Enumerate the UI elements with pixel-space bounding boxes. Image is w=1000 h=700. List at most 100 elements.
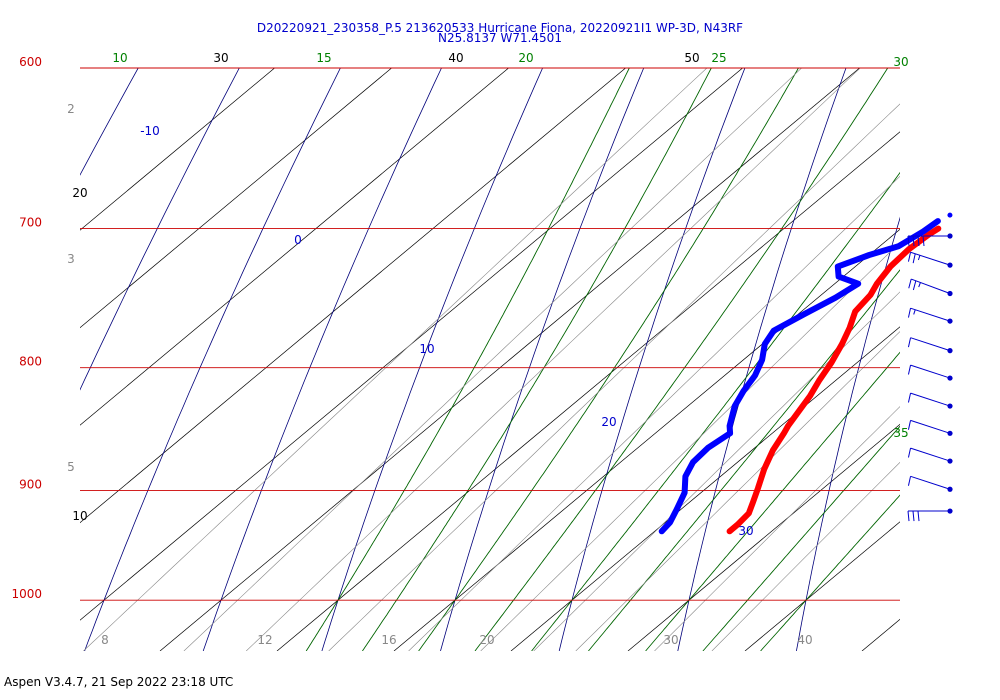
moist-adiabat-line bbox=[645, 351, 900, 651]
mixing-ratio-line bbox=[83, 68, 708, 651]
wind-barb-staff bbox=[910, 475, 951, 490]
chart-subtitle: N25.8137 W71.4501 bbox=[438, 31, 562, 45]
wind-barb-staff bbox=[911, 278, 951, 294]
pressure-tick-label: 600 bbox=[19, 55, 42, 69]
moist-adiabat-label: 20 bbox=[518, 51, 533, 65]
isotherm-line bbox=[276, 131, 900, 651]
dry-adiabat-line bbox=[915, 68, 1000, 651]
wind-barb-staff bbox=[910, 307, 951, 322]
chart-title: D20220921_230358_P.5 213620533 Hurricane… bbox=[256, 21, 744, 35]
wind-barb bbox=[907, 508, 953, 522]
isotherm-label: 50 bbox=[684, 51, 699, 65]
mixing-ratio-line bbox=[245, 68, 861, 651]
moist-adiabat-line bbox=[760, 494, 900, 651]
moist-adiabat-line bbox=[531, 171, 900, 651]
dry-adiabat-line bbox=[202, 68, 442, 651]
wind-barb-station bbox=[947, 375, 953, 381]
wind-barb-flag bbox=[907, 420, 912, 430]
isotherm-line bbox=[80, 68, 275, 231]
isotherm-line bbox=[159, 68, 860, 651]
wind-barb bbox=[907, 307, 953, 324]
wind-barb-flag bbox=[922, 235, 925, 247]
mixing-ratio-line bbox=[408, 175, 900, 651]
mixing-ratio-line bbox=[711, 461, 900, 651]
mixing-ratio-line bbox=[654, 406, 900, 651]
isotherm-label: 10 bbox=[72, 509, 87, 523]
wind-barb-half-flag bbox=[918, 282, 921, 288]
wind-barb-flag bbox=[907, 252, 912, 262]
wind-barb bbox=[907, 475, 953, 492]
isotherm-label: 40 bbox=[448, 51, 463, 65]
wind-barb-half-flag bbox=[917, 255, 921, 261]
wind-barb-staff bbox=[910, 392, 951, 407]
wind-barb bbox=[907, 251, 953, 268]
wind-barb-flag bbox=[912, 510, 915, 522]
mixing-ratio-label: 16 bbox=[381, 633, 396, 647]
wind-barb-station bbox=[947, 318, 953, 324]
wind-barb-flag bbox=[907, 365, 912, 375]
mixing-ratio-label: 2 bbox=[67, 102, 75, 116]
moist-adiabat-label: 10 bbox=[112, 51, 127, 65]
moist-adiabat-label: 15 bbox=[316, 51, 331, 65]
mixing-ratio-label: 5 bbox=[67, 460, 75, 474]
mixing-ratio-line bbox=[480, 242, 900, 651]
wind-barb bbox=[907, 447, 953, 464]
dry-adiabat-line bbox=[558, 68, 746, 651]
moist-adiabat-label: 35 bbox=[893, 426, 908, 440]
dry-adiabat-label: -10 bbox=[140, 124, 160, 138]
mixing-ratio-line bbox=[533, 291, 900, 651]
mixing-ratio-label: 30 bbox=[663, 633, 678, 647]
wind-barb-flag bbox=[907, 235, 910, 247]
dry-adiabat-label: 30 bbox=[738, 524, 753, 538]
mixing-ratio-line bbox=[183, 68, 802, 651]
wind-barb-staff bbox=[910, 251, 951, 266]
wind-barb-station bbox=[947, 458, 953, 464]
wind-barb bbox=[908, 278, 953, 297]
mixing-ratio-label: 40 bbox=[797, 633, 812, 647]
dry-adiabat-line bbox=[796, 216, 900, 651]
wind-barb-flag bbox=[907, 393, 912, 403]
dry-adiabat-label: 20 bbox=[601, 415, 616, 429]
mixing-ratio-label: 8 bbox=[101, 633, 109, 647]
wind-barb-station bbox=[947, 403, 953, 409]
wind-barb-staff bbox=[910, 419, 951, 434]
isotherm-label: 20 bbox=[72, 186, 87, 200]
wind-barb bbox=[907, 392, 953, 409]
wind-barb-flag bbox=[912, 235, 915, 247]
wind-barb-station bbox=[947, 290, 953, 297]
wind-barb-staff bbox=[910, 337, 951, 352]
dry-adiabat-label: 0 bbox=[294, 233, 302, 247]
footer-version: Aspen V3.4.7, 21 Sep 2022 23:18 UTC bbox=[4, 675, 234, 689]
moist-adiabat-label: 30 bbox=[893, 55, 908, 69]
wind-barb-flag bbox=[907, 510, 910, 522]
moist-adiabat-label: 25 bbox=[711, 51, 726, 65]
trace-start-marker bbox=[947, 212, 953, 218]
pressure-tick-label: 900 bbox=[19, 477, 42, 491]
wind-barb bbox=[907, 233, 953, 247]
isotherm-line bbox=[861, 618, 900, 651]
mixing-ratio-label: 20 bbox=[479, 633, 494, 647]
isotherm-line bbox=[979, 68, 1000, 651]
mixing-ratio-line bbox=[575, 331, 900, 651]
mixing-ratio-line bbox=[328, 103, 900, 651]
isotherm-label: 30 bbox=[213, 51, 228, 65]
wind-barb-station bbox=[947, 233, 953, 239]
wind-barb-flag bbox=[907, 476, 912, 486]
wind-barb-flag bbox=[912, 253, 916, 264]
temperature-trace bbox=[726, 225, 942, 535]
wind-barb-station bbox=[947, 508, 953, 514]
wind-barb-station bbox=[947, 486, 953, 492]
pressure-tick-label: 800 bbox=[19, 355, 42, 369]
moist-adiabat-line bbox=[588, 269, 900, 651]
moist-adiabat-line bbox=[362, 68, 712, 651]
isotherm-line bbox=[80, 68, 392, 329]
dry-adiabat-line bbox=[440, 68, 645, 651]
pressure-tick-label: 700 bbox=[19, 216, 42, 230]
wind-barb bbox=[907, 419, 953, 436]
wind-barb-staff bbox=[910, 364, 951, 379]
wind-barb-half-flag bbox=[913, 309, 916, 315]
moist-adiabat-line bbox=[418, 68, 799, 651]
wind-barb-flag bbox=[907, 448, 912, 458]
dry-adiabat-line bbox=[84, 68, 341, 651]
